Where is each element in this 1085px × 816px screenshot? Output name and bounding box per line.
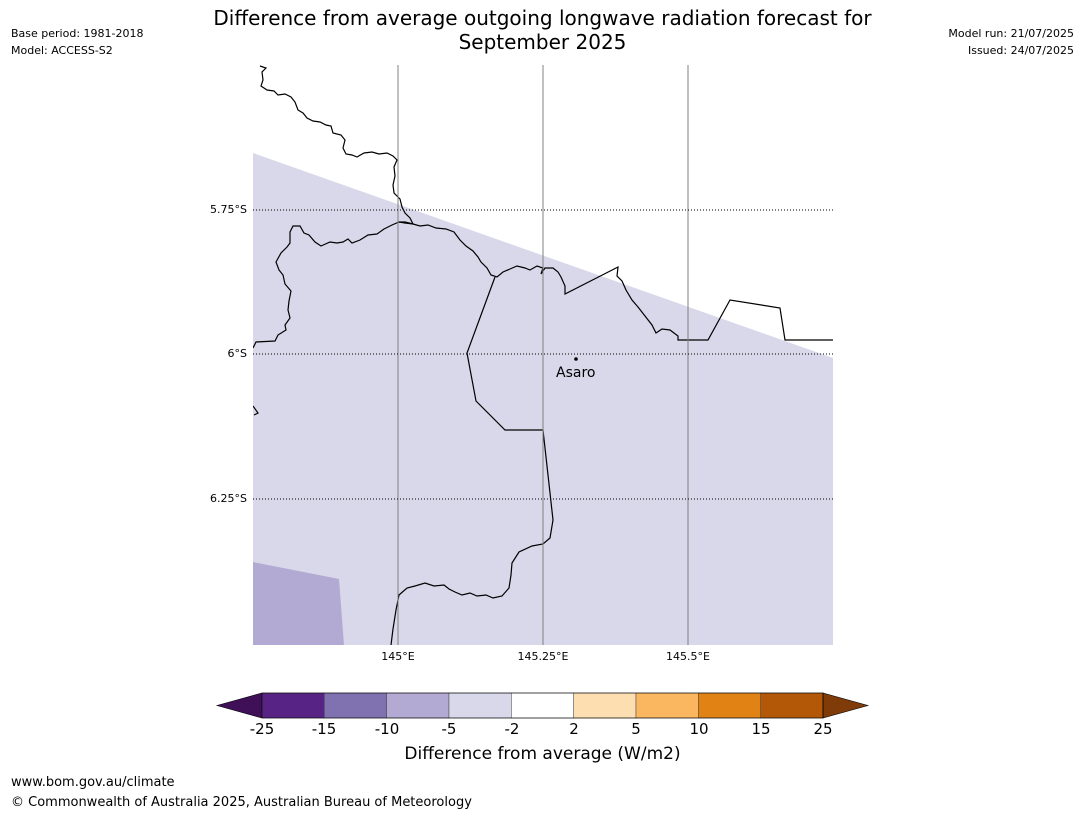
model-run-text: Model run: 21/07/2025 [948,27,1074,40]
page-title: Difference from average outgoing longwav… [0,6,1085,54]
colorbar-segment [698,692,761,719]
lat-label-6-25: 6.25°S [210,492,247,505]
colorbar-tick: 15 [751,720,771,738]
colorbar-tick: 25 [813,720,833,738]
colorbar-tick: 10 [689,720,709,738]
lon-label-145-5: 145.5°E [666,650,710,663]
colorbar-tick: -15 [311,720,337,738]
colorbar-tick: 2 [569,720,579,738]
footer-url: www.bom.gov.au/climate [11,775,175,790]
colorbar-tick: -25 [249,720,275,738]
header-right: Model run: 21/07/2025 Issued: 24/07/2025 [948,25,1074,59]
colorbar-segment [511,692,574,719]
border-line [390,276,554,645]
colorbar-tick: 5 [631,720,641,738]
colorbar-segment [635,692,699,719]
title-line-2: September 2025 [458,30,627,54]
title-line-1: Difference from average outgoing longwav… [213,6,872,30]
asaro-label: Asaro [556,365,596,381]
footer-copyright: © Commonwealth of Australia 2025, Austra… [11,795,472,810]
colorbar-segment [324,692,387,719]
model-text: Model: ACCESS-S2 [11,44,113,57]
colorbar-tick: -2 [504,720,520,738]
issued-text: Issued: 24/07/2025 [967,44,1074,57]
lon-label-145: 145°E [381,650,415,663]
colorbar-segment [448,692,512,719]
coastline [253,65,415,349]
colorbar-segment [386,692,450,719]
lon-label-145-25: 145.25°E [517,650,569,663]
base-period-text: Base period: 1981-2018 [11,27,144,40]
lat-label-5-75: 5.75°S [210,203,247,216]
colorbar-segment [573,692,637,719]
header-left: Base period: 1981-2018 Model: ACCESS-S2 [11,25,143,59]
colorbar-segment [760,692,824,719]
colorbar-title: Difference from average (W/m2) [404,744,681,764]
colorbar-tick: -10 [374,720,400,738]
anomaly-field-medium [253,562,344,645]
colorbar-frame [261,692,824,719]
asaro-marker [574,357,578,361]
lat-label-6: 6°S [227,347,247,360]
colorbar-segment [261,692,325,719]
colorbar-extend-low [215,692,263,719]
colorbar-extend-high [822,692,870,719]
coastline-fragment [253,405,259,416]
colorbar-tick: -5 [441,720,457,738]
